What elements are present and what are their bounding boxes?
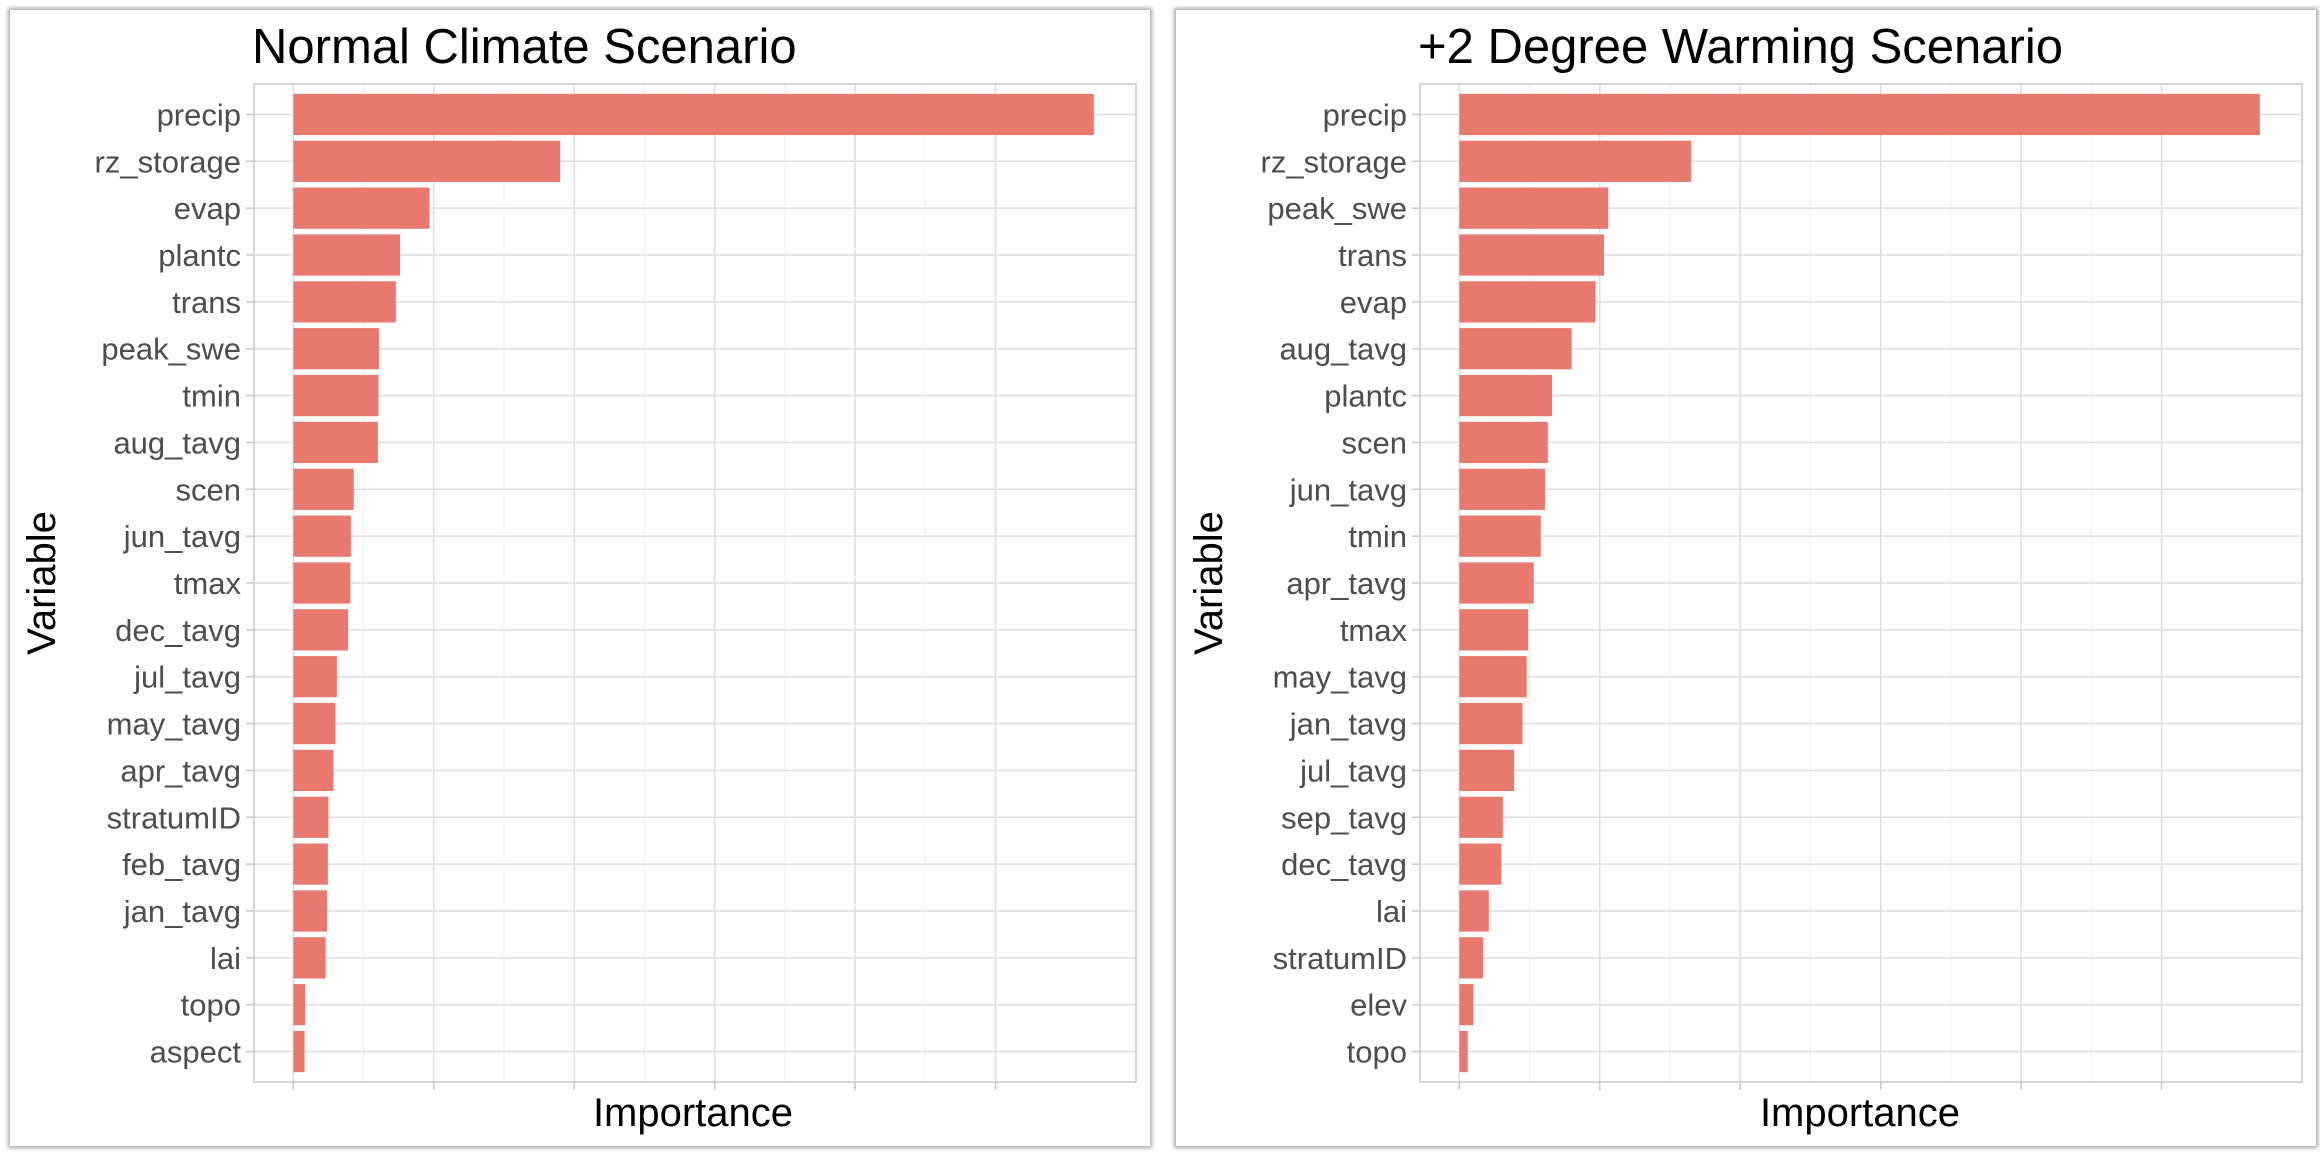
bar-scen [1459,421,1548,464]
y-tick-label: jan_tavg [123,894,241,929]
y-tick-label: trans [172,285,241,320]
bar-jan_tavg [1459,702,1523,745]
bar-dec_tavg [293,609,349,651]
bar-aug_tavg [293,421,378,464]
y-tick-label: elev [1350,988,1407,1023]
y-tick-label: scen [176,472,241,507]
x-axis-title: Importance [1760,1091,1960,1135]
bar-tmax [293,562,351,604]
y-tick-label: aspect [150,1035,242,1070]
chart-title-warming: +2 Degree Warming Scenario [1418,20,2063,74]
y-tick-label: sep_tavg [1281,800,1407,835]
bar-precip [1459,93,2260,136]
bar-topo [1459,1030,1468,1073]
bar-sep_tavg [1459,796,1503,838]
y-tick-label: tmin [1348,519,1407,554]
bar-precip [293,93,1094,136]
x-axis-title: Importance [593,1091,793,1135]
bar-plantc [1459,374,1553,417]
y-axis-title: Variable [20,511,64,655]
bar-rz_storage [293,140,561,182]
bar-lai [293,937,326,979]
y-tick-label: jun_tavg [1289,472,1407,507]
bar-evap [293,187,430,229]
y-tick-label: tmin [182,379,241,414]
bar-peak_swe [293,328,379,370]
y-tick-label: jan_tavg [1289,707,1407,742]
y-tick-label: topo [1347,1035,1407,1070]
bar-aspect [293,1030,305,1073]
bar-aug_tavg [1459,328,1572,370]
y-tick-label: rz_storage [95,144,241,179]
bar-peak_swe [1459,187,1609,229]
y-tick-label: may_tavg [1273,660,1407,695]
y-tick-label: topo [181,988,241,1023]
y-tick-label: feb_tavg [122,847,241,882]
bar-tmax [1459,609,1529,651]
y-tick-label: stratumID [107,800,241,835]
y-tick-label: rz_storage [1261,144,1407,179]
y-tick-label: peak_swe [1267,191,1407,226]
y-tick-label: plantc [1324,379,1407,414]
y-tick-label: aug_tavg [1279,332,1407,367]
bar-evap [1459,281,1596,323]
bar-may_tavg [293,702,336,745]
y-tick-label: jul_tavg [1299,753,1407,788]
y-tick-label: lai [210,941,241,976]
y-tick-label: apr_tavg [1286,566,1407,601]
y-tick-label: dec_tavg [115,613,241,648]
bar-apr_tavg [1459,562,1534,604]
y-tick-label: dec_tavg [1281,847,1407,882]
y-tick-label: tmax [1340,613,1408,648]
y-tick-label: apr_tavg [120,753,241,788]
y-tick-label: trans [1338,238,1407,273]
y-tick-label: jul_tavg [133,660,241,695]
bar-tmin [1459,515,1541,557]
plot-area-border-warming [1419,83,2303,1083]
bar-jul_tavg [293,656,337,698]
y-tick-label: tmax [174,566,242,601]
bar-elev [1459,984,1474,1026]
bar-trans [293,281,396,323]
y-tick-label: jun_tavg [123,519,241,554]
bar-trans [1459,234,1604,276]
panel-warming [1176,10,2316,1146]
bar-rz_storage [1459,140,1692,182]
y-tick-label: scen [1342,425,1407,460]
bar-jun_tavg [293,515,351,557]
chart-title-normal: Normal Climate Scenario [252,20,797,74]
y-tick-label: evap [1340,285,1407,320]
bar-dec_tavg [1459,843,1502,885]
plot-area-border-normal [253,83,1137,1083]
y-tick-label: peak_swe [101,332,241,367]
y-tick-label: stratumID [1273,941,1407,976]
bar-stratumID [1459,937,1484,979]
y-tick-label: aug_tavg [113,425,241,460]
y-tick-label: may_tavg [107,707,241,742]
y-tick-label: precip [157,97,241,132]
y-tick-label: evap [174,191,241,226]
bar-lai [1459,890,1489,932]
bar-scen [293,468,354,510]
bar-feb_tavg [293,843,328,885]
bar-tmin [293,374,379,417]
bar-plantc [293,234,401,276]
y-tick-label: lai [1376,894,1407,929]
y-tick-label: precip [1323,97,1407,132]
bar-topo [293,984,306,1026]
bar-apr_tavg [293,749,334,792]
y-axis-title: Variable [1187,511,1231,655]
bar-jun_tavg [1459,468,1545,510]
panel-normal-climate [10,10,1150,1146]
bar-jul_tavg [1459,749,1515,792]
bar-stratumID [293,796,329,838]
bar-jan_tavg [293,890,328,932]
y-tick-label: plantc [158,238,241,273]
bar-may_tavg [1459,656,1527,698]
